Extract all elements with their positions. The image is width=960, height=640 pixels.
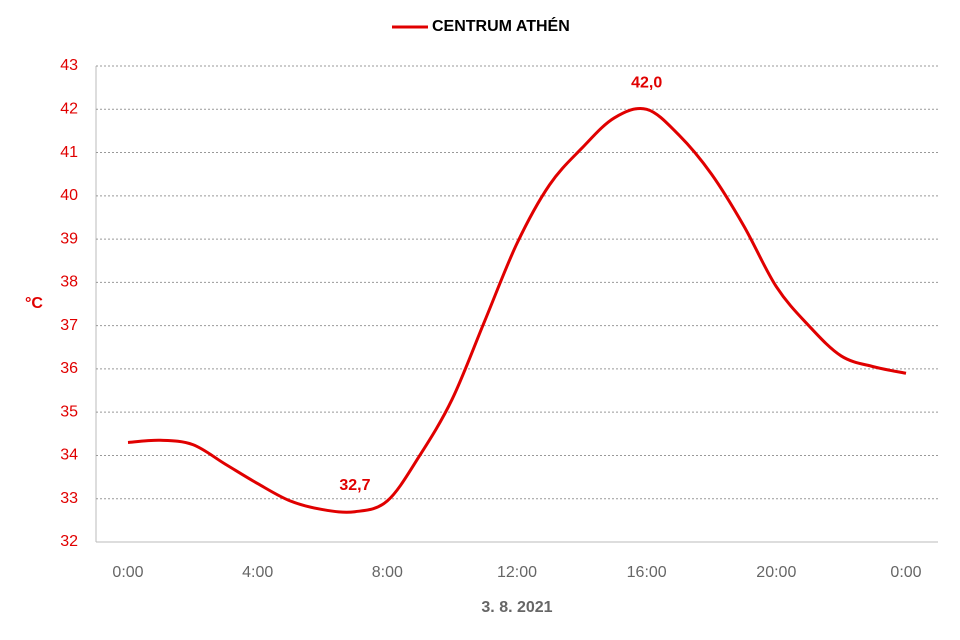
x-tick-label: 16:00 bbox=[627, 564, 667, 581]
y-tick-label: 35 bbox=[60, 403, 78, 420]
y-tick-label: 33 bbox=[60, 490, 78, 507]
y-tick-label: 32 bbox=[60, 533, 78, 550]
data-label: 42,0 bbox=[631, 74, 662, 91]
y-tick-label: 40 bbox=[60, 187, 78, 204]
x-tick-label: 20:00 bbox=[756, 564, 796, 581]
y-axis-label: °C bbox=[25, 295, 43, 312]
x-axis-label: 3. 8. 2021 bbox=[481, 599, 552, 616]
y-tick-label: 41 bbox=[60, 144, 78, 161]
y-tick-label: 42 bbox=[60, 100, 78, 117]
x-tick-label: 0:00 bbox=[112, 564, 143, 581]
y-tick-label: 36 bbox=[60, 360, 78, 377]
series-line bbox=[127, 106, 907, 514]
data-label: 32,7 bbox=[339, 477, 370, 494]
x-tick-label: 8:00 bbox=[372, 564, 403, 581]
y-tick-label: 37 bbox=[60, 317, 78, 334]
x-tick-label: 4:00 bbox=[242, 564, 273, 581]
x-tick-label: 12:00 bbox=[497, 564, 537, 581]
y-tick-label: 34 bbox=[60, 447, 78, 464]
y-tick-label: 38 bbox=[60, 274, 78, 291]
legend-label: CENTRUM ATHÉN bbox=[432, 16, 570, 35]
y-tick-label: 43 bbox=[60, 57, 78, 74]
x-tick-label: 0:00 bbox=[890, 564, 921, 581]
y-tick-label: 39 bbox=[60, 230, 78, 247]
